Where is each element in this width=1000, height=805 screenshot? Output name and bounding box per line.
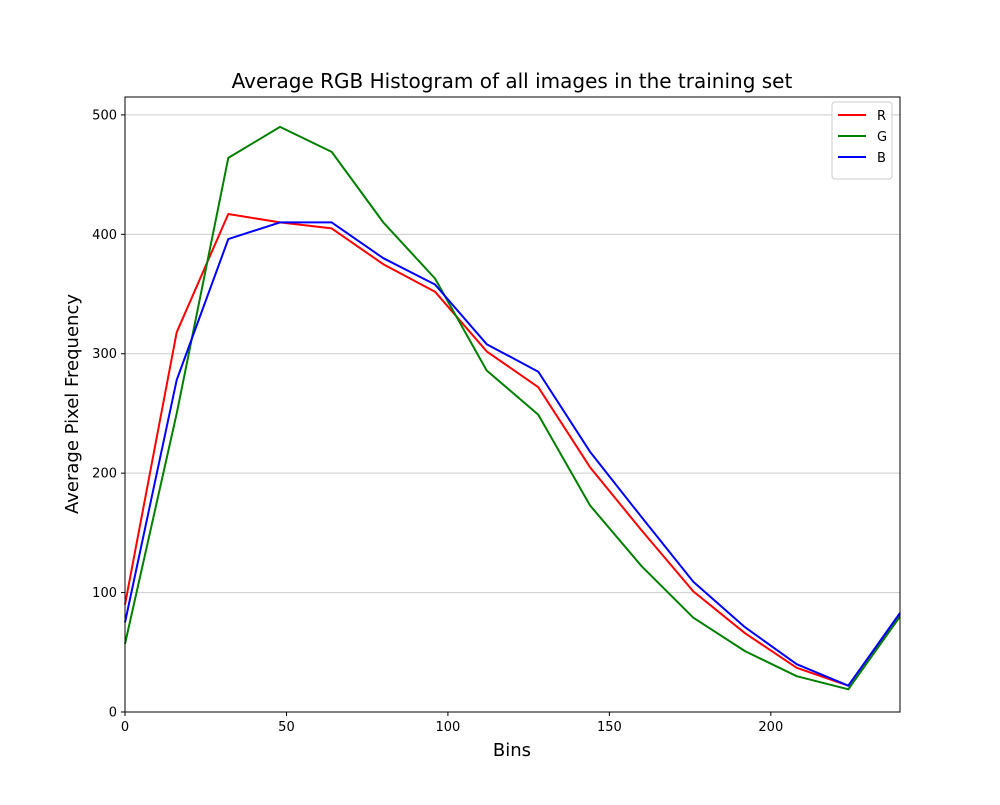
y-tick-label: 200	[92, 467, 117, 482]
y-axis-title: Average Pixel Frequency	[62, 294, 83, 514]
legend-label-b: B	[877, 151, 886, 166]
series-line-b	[124, 221, 901, 687]
series-line-g	[124, 125, 901, 691]
y-tick-label: 400	[92, 228, 117, 243]
series-lines	[124, 125, 901, 691]
plot-frame	[124, 96, 901, 713]
x-tick-label: 150	[597, 720, 622, 735]
chart-title: Average RGB Histogram of all images in t…	[232, 69, 793, 93]
x-tick-label: 0	[121, 720, 129, 735]
y-tick-label: 100	[92, 586, 117, 601]
y-tick-label: 500	[92, 108, 117, 123]
x-tick-label: 200	[758, 720, 783, 735]
x-tick-label: 100	[436, 720, 461, 735]
y-tick-label: 300	[92, 347, 117, 362]
legend-box	[831, 101, 893, 180]
y-tick-label: 0	[109, 706, 117, 721]
axis-ticks: 0 100 200 300 400 500 0 50 100 150 200	[92, 108, 783, 735]
legend-label-g: G	[877, 130, 887, 145]
x-tick-label: 50	[278, 720, 295, 735]
series-line-r	[124, 213, 901, 687]
x-axis-title: Bins	[493, 740, 531, 761]
legend: RGB	[831, 101, 893, 180]
legend-label-r: R	[877, 109, 886, 124]
